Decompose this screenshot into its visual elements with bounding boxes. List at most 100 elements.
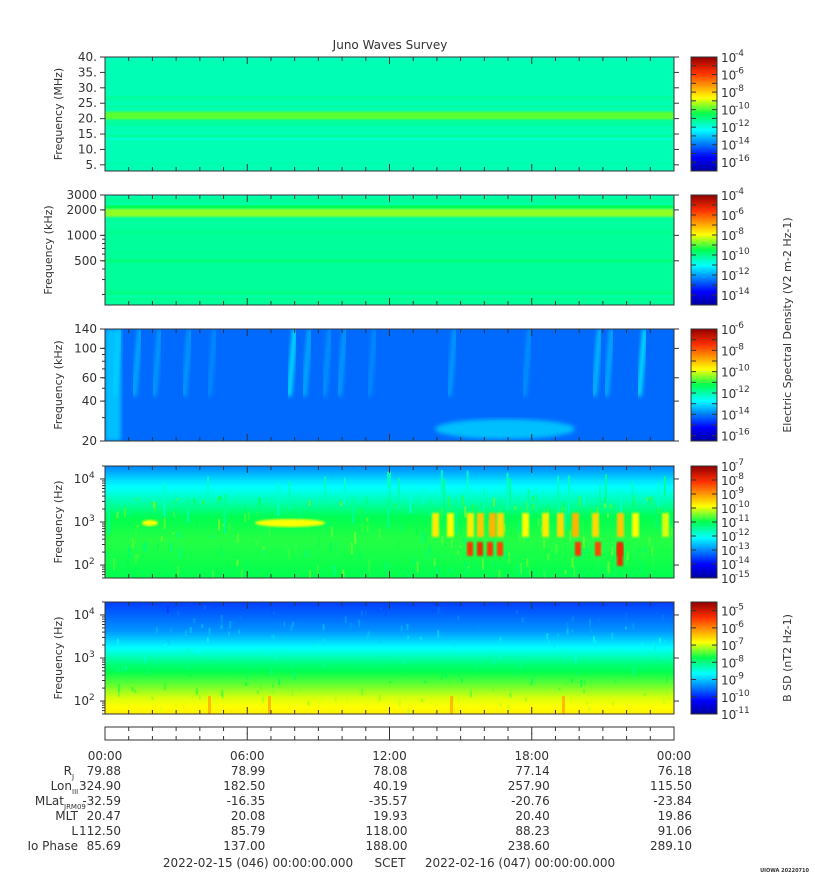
ephemeris-value: 182.50 [223,779,265,793]
figure-title: Juno Waves Survey [332,38,448,52]
colorbar-tick-label: 10 [721,156,736,170]
y-tick-label: 30. [78,81,97,95]
y-tick-label: 40. [78,50,97,64]
colorbar-tick-label: 10 [721,51,736,65]
ephemeris-value: -32.59 [82,794,121,808]
colorbar-tick-label: 10 [721,572,736,586]
ephemeris-value: 118.00 [366,824,408,838]
ephemeris-value: -35.57 [369,794,408,808]
ephemeris-value: 188.00 [366,839,408,853]
colorbar-4: 10-710-810-910-1010-1110-1210-1310-1410-… [690,458,750,586]
colorbar-tick-label: 10 [721,408,736,422]
spectrogram-image-1 [105,57,674,171]
colorbar-tick-exponent: -6 [735,321,744,331]
colorbar-tick-label: 10 [721,69,736,83]
y-tick-label: 100 [74,341,97,355]
colorbar-tick-label: 10 [721,656,736,670]
colorbar-tick-label: 10 [721,249,736,263]
colorbar-tick-label: 10 [721,229,736,243]
colorbar-tick-exponent: -10 [735,500,750,510]
ephemeris-value: 91.06 [658,824,692,838]
colorbar-tick-label: 10 [721,104,736,118]
spectrogram-panel-1: 40.35. 30.25. 20.15.10. 5. Frequency (MHz) [52,50,679,172]
y-tick-label: 10 [74,558,89,572]
ephemeris-value: 20.08 [231,809,265,823]
colorbar-tick-label: 10 [721,488,736,502]
y-tick-label: 20. [78,112,97,126]
time-tick-label: 12:00 [372,749,407,763]
colorbar-tick-exponent: -8 [735,654,744,664]
y-tick-exponent: 4 [89,471,95,481]
colorbar-tick-exponent: -8 [735,472,744,482]
start-time: 2022-02-15 (046) 00:00:00.000 [163,856,353,870]
ephemeris-value: 85.79 [231,824,265,838]
y-tick-label: 10 [74,472,89,486]
ephemeris-value: 19.93 [373,809,407,823]
colorbar-tick-label: 10 [721,430,736,444]
y-tick-label: 1000 [66,228,97,242]
y-tick-label: 60 [82,371,97,385]
y-tick-label: 5. [86,158,97,172]
y-tick-label: 2000 [66,203,97,217]
colorbar-tick-exponent: -14 [735,287,750,297]
y-axis-label-1: Frequency (MHz) [52,68,65,160]
ephemeris-value: 289.10 [650,839,692,853]
colorbar-tick-exponent: -10 [735,247,750,257]
y-tick-exponent: 3 [89,514,95,524]
colorbar-tick-label: 10 [721,189,736,203]
ephemeris-value: 112.50 [79,824,121,838]
colorbar-tick-label: 10 [721,289,736,303]
ephemeris-row-label: L [71,824,78,838]
colorbar-tick-exponent: -16 [735,154,750,164]
colorbar-tick-label: 10 [721,622,736,636]
y-tick-label: 20 [82,434,97,448]
y-tick-label: 40 [82,394,97,408]
colorbar-tick-exponent: -11 [735,514,750,524]
ephemeris-table: 00:00 06:00 12:00 18:00 00:00 R J 79.88 78.99 78.… [27,749,692,853]
time-tick-label: 06:00 [230,749,265,763]
colorbar-tick-label: 10 [721,502,736,516]
ephemeris-row-label: Io Phase [27,839,78,853]
time-tick-label: 00:00 [88,749,123,763]
colorbar-tick-label: 10 [721,530,736,544]
ephemeris-value: 19.86 [658,809,692,823]
colorbar-tick-label: 10 [721,323,736,337]
colorbar-tick-exponent: -4 [735,187,744,197]
ephemeris-value: 78.99 [231,764,265,778]
magnetic-colorbar-label: B SD (nT2 Hz-1) [781,614,794,702]
colorbar-tick-exponent: -11 [735,706,750,716]
colorbar-tick-exponent: -14 [735,556,750,566]
ephemeris-value: 20.47 [87,809,121,823]
time-tick-label: 00:00 [657,749,692,763]
y-tick-label: 10 [74,608,89,622]
ephemeris-value: 76.18 [658,764,692,778]
colorbar-tick-label: 10 [721,366,736,380]
colorbar-tick-exponent: -10 [735,364,750,374]
spectrogram-image-2 [105,195,674,305]
y-axis-label-5: Frequency (Hz) [52,617,65,700]
colorbar-tick-exponent: -9 [735,486,744,496]
colorbar-tick-exponent: -12 [735,119,750,129]
colorbar-tick-exponent: -10 [735,689,750,699]
colorbar-tick-label: 10 [721,121,736,135]
colorbar-tick-label: 10 [721,544,736,558]
colorbar-tick-exponent: -6 [735,67,744,77]
colorbar-tick-label: 10 [721,708,736,722]
y-tick-label: 15. [78,127,97,141]
ephemeris-row-subscript: JRM09 [63,803,86,811]
spectrogram-image-5 [105,602,674,714]
y-axis-label-2: Frequency (kHz) [42,205,55,294]
colorbar-tick-exponent: -8 [735,227,744,237]
ephemeris-row-label: MLat [35,794,64,808]
colorbar-tick-label: 10 [721,209,736,223]
colorbar-tick-label: 10 [721,344,736,358]
y-tick-exponent: 3 [89,650,95,660]
ephemeris-value: -16.35 [227,794,266,808]
y-tick-label: 10 [74,515,89,529]
colorbar-tick-label: 10 [721,691,736,705]
colorbar-tick-label: 10 [721,474,736,488]
